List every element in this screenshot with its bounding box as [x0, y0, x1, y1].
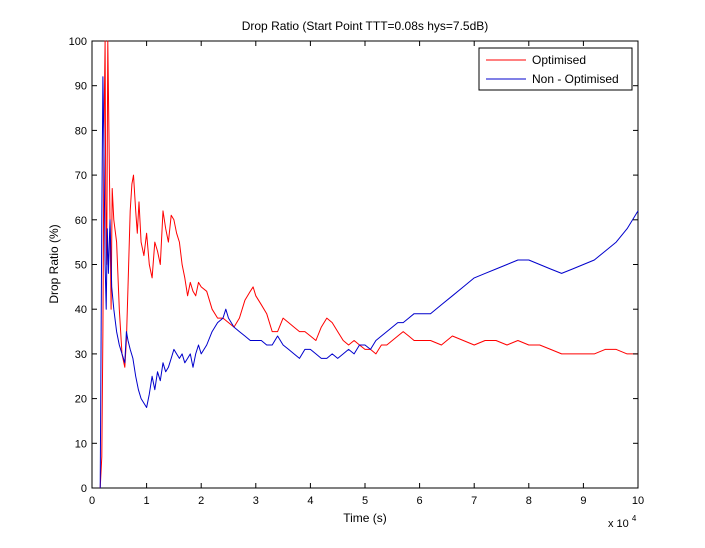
- x-tick-label: 2: [198, 495, 204, 507]
- x-tick-label: 7: [471, 495, 477, 507]
- x-tick-label: 1: [144, 495, 150, 507]
- legend-box: [478, 47, 633, 91]
- y-tick-label: 60: [75, 215, 87, 227]
- series-line-non-optimised: [99, 76, 639, 489]
- x-axis-multiplier-exponent: 4: [632, 514, 637, 523]
- y-tick-label: 10: [75, 438, 87, 450]
- y-tick-label: 90: [75, 81, 87, 93]
- x-tick-label: 10: [632, 495, 644, 507]
- y-tick-label: 0: [81, 483, 87, 495]
- y-tick-label: 50: [75, 260, 87, 272]
- x-axis-label: Time (s): [343, 511, 387, 525]
- series-line-optimised: [99, 40, 638, 489]
- y-axis-label: Drop Ratio (%): [47, 224, 61, 303]
- x-tick-label: 5: [362, 495, 368, 507]
- x-tick-label: 4: [307, 495, 313, 507]
- x-tick-label: 0: [89, 495, 95, 507]
- x-axis-multiplier-base: x 10: [608, 518, 629, 530]
- series-layer: [99, 40, 639, 489]
- y-tick-label: 30: [75, 349, 87, 361]
- legend: Optimised Non - Optimised: [478, 47, 633, 91]
- legend-label-non-optimised: Non - Optimised: [532, 72, 619, 86]
- y-tick-label: 100: [69, 36, 87, 48]
- y-tick-label: 20: [75, 394, 87, 406]
- x-tick-label: 9: [580, 495, 586, 507]
- y-tick-label: 80: [75, 125, 87, 137]
- x-tick-label: 6: [417, 495, 423, 507]
- plot-area: [91, 40, 639, 489]
- chart-title: Drop Ratio (Start Point TTT=0.08s hys=7.…: [242, 19, 489, 33]
- x-axis-multiplier: x 10 4: [608, 514, 637, 530]
- y-tick-label: 40: [75, 304, 87, 316]
- legend-label-optimised: Optimised: [532, 53, 586, 67]
- x-tick-label: 8: [526, 495, 532, 507]
- y-tick-label: 70: [75, 170, 87, 182]
- x-tick-label: 3: [253, 495, 259, 507]
